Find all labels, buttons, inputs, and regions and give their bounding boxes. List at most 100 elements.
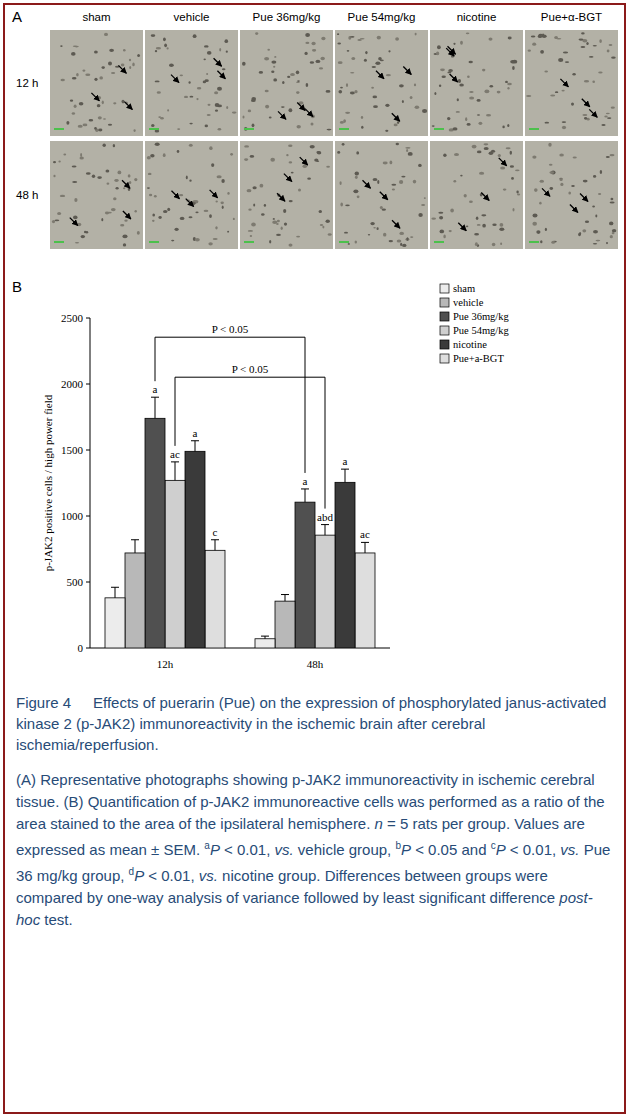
cell — [339, 90, 343, 94]
bracket-leg — [175, 377, 176, 446]
cell — [291, 172, 294, 174]
cell — [218, 128, 222, 131]
cell — [276, 223, 279, 225]
significance-letter: abd — [317, 511, 333, 523]
cell — [60, 195, 65, 197]
cell — [158, 116, 161, 118]
cell — [606, 242, 608, 244]
caption-text: c — [491, 840, 496, 851]
legend-label: sham — [453, 283, 475, 294]
error-bar-cap — [211, 539, 219, 540]
cell — [607, 50, 610, 53]
cell — [264, 204, 266, 207]
cell — [595, 215, 597, 218]
cell — [135, 210, 137, 212]
error-bar — [361, 542, 369, 553]
cell — [214, 91, 218, 94]
cell — [505, 81, 508, 83]
cell — [317, 152, 321, 155]
cell — [538, 34, 542, 38]
scale-bar — [529, 241, 539, 243]
cell — [442, 76, 446, 78]
cell — [399, 84, 404, 87]
cell — [85, 74, 90, 77]
cell — [469, 91, 473, 93]
error-bar-stem — [135, 540, 136, 553]
cell — [400, 243, 402, 246]
legend-swatch — [440, 326, 449, 335]
cell — [207, 51, 212, 55]
cell — [177, 128, 180, 130]
cell — [273, 66, 275, 68]
bar — [105, 598, 125, 648]
cell — [373, 178, 378, 181]
cell — [500, 223, 504, 227]
cell — [70, 99, 73, 101]
cell — [544, 71, 548, 73]
cell — [222, 68, 226, 70]
cell — [607, 117, 611, 119]
cell — [264, 57, 269, 60]
cell — [469, 61, 473, 64]
cell — [477, 224, 481, 226]
cell — [244, 145, 249, 147]
micrograph — [525, 30, 618, 136]
cell — [399, 232, 404, 235]
cell — [319, 67, 323, 69]
cell — [147, 156, 151, 159]
caption-text: P — [401, 841, 411, 858]
scale-bar — [339, 241, 349, 243]
arrow — [171, 75, 179, 83]
cell — [604, 115, 607, 117]
cell — [431, 217, 436, 219]
cell — [137, 231, 140, 235]
cell — [155, 81, 160, 83]
cell — [61, 79, 65, 81]
cell — [405, 147, 410, 149]
cell — [296, 70, 299, 74]
cell — [255, 32, 258, 35]
cell — [149, 194, 152, 196]
cell — [287, 76, 290, 78]
error-bar-stem — [115, 587, 116, 598]
cell — [104, 33, 108, 36]
comparison-label: P < 0.05 — [232, 363, 269, 375]
error-bar-stem — [285, 595, 286, 602]
arrow — [300, 157, 308, 165]
cell — [436, 52, 439, 56]
cell — [346, 83, 348, 87]
cell — [459, 83, 464, 86]
cell — [528, 49, 531, 51]
cell — [118, 171, 122, 175]
arrow — [450, 74, 458, 82]
comparison-bracket — [155, 337, 305, 473]
cell — [539, 202, 541, 205]
cell — [397, 239, 402, 242]
legend-label: Pue+a-BGT — [453, 353, 504, 364]
cell — [108, 124, 112, 126]
error-bar-cap — [281, 594, 289, 595]
cell — [134, 129, 136, 132]
micrograph — [240, 141, 333, 249]
cell — [113, 144, 115, 147]
cell — [510, 151, 512, 155]
cell — [448, 69, 453, 72]
cell — [472, 145, 477, 149]
cell — [193, 34, 197, 38]
cell — [549, 164, 553, 166]
cell — [482, 69, 485, 72]
cell — [340, 181, 342, 185]
micrograph-ground — [430, 141, 523, 249]
scale-bar — [529, 128, 539, 130]
cell — [373, 227, 376, 229]
arrow — [446, 48, 454, 56]
scale-bar — [244, 128, 254, 130]
cell — [443, 154, 446, 158]
cell — [536, 230, 540, 234]
cell — [477, 99, 481, 102]
bar — [335, 482, 355, 648]
significance-letter: a — [153, 383, 158, 395]
column-header: Pue 54mg/kg — [348, 11, 416, 23]
bar — [145, 418, 165, 648]
cell — [415, 106, 420, 109]
